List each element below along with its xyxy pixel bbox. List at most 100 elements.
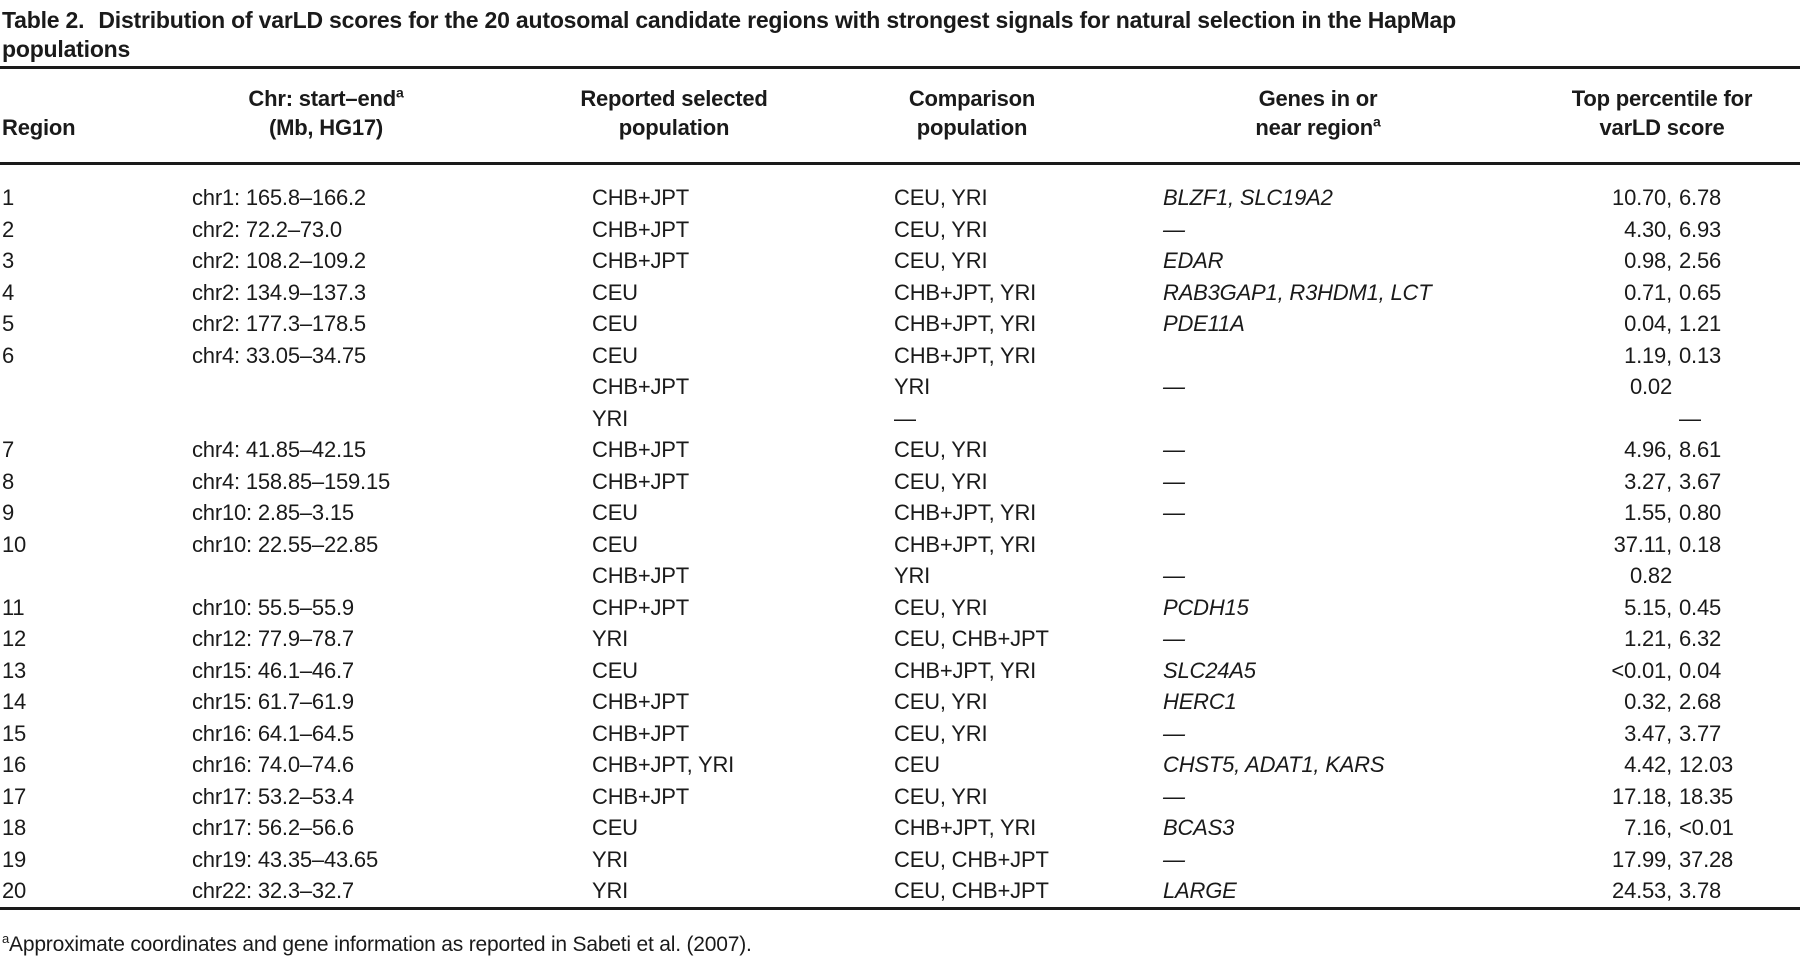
score-second: 2.56 <box>1679 248 1722 273</box>
cell-selected-population: CHP+JPT <box>592 594 690 620</box>
score-first: 1.21, <box>1624 626 1672 651</box>
cell-selected-population: CEU <box>592 342 638 368</box>
table-row: 8 chr4: 158.85–159.15 CHB+JPT CEU, YRI —… <box>0 466 1800 498</box>
score-first: 0.04, <box>1624 311 1672 336</box>
column-header-chr: Chr: start–enda (Mb, HG17) <box>248 84 404 140</box>
table-title: Table 2. Distribution of varLD scores for… <box>0 0 1800 64</box>
cell-region: 19 <box>2 846 27 872</box>
score-first: 10.70, <box>1612 185 1672 210</box>
cell-chr-range: chr10: 2.85–3.15 <box>192 500 354 525</box>
cell-selected-population: YRI <box>592 405 629 431</box>
score-second: 0.80 <box>1679 500 1722 525</box>
cell-genes: LARGE <box>1163 878 1237 903</box>
column-header-comparison-population: Comparison population <box>908 86 1036 140</box>
cell-genes: — <box>1163 437 1185 462</box>
cell-genes: — <box>1163 374 1185 399</box>
cell-selected-population: CHB+JPT <box>592 468 690 494</box>
cell-score: 0.04, 1.21 <box>1580 308 1800 340</box>
title-text: Distribution of varLD scores for the 20 … <box>98 7 1456 33</box>
score-first: 4.96, <box>1624 437 1672 462</box>
cell-score: 10.70, 6.78 <box>1580 182 1800 214</box>
cell-comparison-population: CHB+JPT, YRI <box>894 531 1037 557</box>
cell-region: 5 <box>2 311 15 336</box>
cell-chr-range: chr12: 77.9–78.7 <box>192 626 354 651</box>
cell-score: 0.02 <box>1580 371 1800 403</box>
cell-chr-range: chr2: 72.2–73.0 <box>192 216 342 242</box>
footnote-marker: a <box>2 930 10 946</box>
title-line-2: populations <box>2 36 131 62</box>
cell-chr-range: chr1: 165.8–166.2 <box>192 185 366 210</box>
cell-genes: — <box>1163 626 1185 651</box>
cell-genes: — <box>1163 783 1185 809</box>
table-row: 9 chr10: 2.85–3.15 CEU CHB+JPT, YRI — 1.… <box>0 497 1800 529</box>
cell-chr-range: chr4: 158.85–159.15 <box>192 468 391 494</box>
cell-comparison-population: CEU <box>894 752 940 777</box>
cell-region: 2 <box>2 216 15 242</box>
cell-comparison-population: CEU, CHB+JPT <box>894 878 1049 903</box>
cell-genes: RAB3GAP1, R3HDM1, LCT <box>1163 279 1432 305</box>
title-line-1: Table 2. Distribution of varLD scores for… <box>2 6 1800 35</box>
cell-region: 6 <box>2 342 15 368</box>
cell-comparison-population: CEU, YRI <box>894 468 988 494</box>
table-row: 11 chr10: 55.5–55.9 CHP+JPT CEU, YRI PCD… <box>0 592 1800 624</box>
cell-region: 1 <box>2 185 15 210</box>
cell-genes: BCAS3 <box>1163 815 1235 840</box>
score-second: 0.18 <box>1679 531 1722 557</box>
table-header-row: Region Chr: start–enda (Mb, HG17) Report… <box>0 69 1800 162</box>
cell-score: 1.55, 0.80 <box>1580 497 1800 529</box>
cell-score: 3.47, 3.77 <box>1580 718 1800 750</box>
cell-selected-population: CEU <box>592 279 638 305</box>
column-header-selected-population: Reported selected population <box>580 86 768 140</box>
table-number: Table 2. <box>2 7 85 33</box>
score-second: 6.32 <box>1679 626 1722 651</box>
score-second: 6.93 <box>1679 216 1722 242</box>
cell-chr-range: chr19: 43.35–43.65 <box>192 846 378 872</box>
score-second: 8.61 <box>1679 437 1722 462</box>
score-second: 12.03 <box>1679 752 1734 777</box>
table-row: 13 chr15: 46.1–46.7 CEU CHB+JPT, YRI SLC… <box>0 655 1800 687</box>
score-second: 3.77 <box>1679 720 1722 746</box>
cell-region <box>0 560 192 592</box>
cell-selected-population: CHB+JPT <box>592 563 690 588</box>
score-first: 4.42, <box>1624 752 1672 777</box>
cell-comparison-population: CHB+JPT, YRI <box>894 657 1037 683</box>
cell-score: 0.82 <box>1580 560 1800 592</box>
footnote-text: Approximate coordinates and gene informa… <box>9 932 752 956</box>
score-second: 1.21 <box>1679 311 1722 336</box>
cell-selected-population: CHB+JPT <box>592 689 690 714</box>
cell-comparison-population: CEU, YRI <box>894 248 988 273</box>
table-row: 7 chr4: 41.85–42.15 CHB+JPT CEU, YRI — 4… <box>0 434 1800 466</box>
score-second: 18.35 <box>1679 783 1734 809</box>
cell-chr-range: chr2: 177.3–178.5 <box>192 311 366 336</box>
cell-genes: HERC1 <box>1163 689 1237 714</box>
score-first: 1.19, <box>1624 342 1672 368</box>
cell-chr-range: chr15: 61.7–61.9 <box>192 689 354 714</box>
cell-genes: PCDH15 <box>1163 594 1249 620</box>
table-row: CHB+JPT YRI — 0.02 <box>0 371 1800 403</box>
table-row: 17 chr17: 53.2–53.4 CHB+JPT CEU, YRI — 1… <box>0 781 1800 813</box>
table-row: 14 chr15: 61.7–61.9 CHB+JPT CEU, YRI HER… <box>0 686 1800 718</box>
cell-genes: — <box>1163 500 1185 525</box>
cell-selected-population: CHB+JPT <box>592 374 690 399</box>
score-first: 1.55, <box>1624 500 1672 525</box>
score-first: 0.82 <box>1629 563 1672 588</box>
score-second: — <box>1679 405 1701 431</box>
cell-score: 17.18, 18.35 <box>1580 781 1800 813</box>
table-row: 5 chr2: 177.3–178.5 CEU CHB+JPT, YRI PDE… <box>0 308 1800 340</box>
cell-score: 0.32, 2.68 <box>1580 686 1800 718</box>
table-row: 10 chr10: 22.55–22.85 CEU CHB+JPT, YRI 3… <box>0 529 1800 561</box>
score-second: 37.28 <box>1679 846 1734 872</box>
table-row: 12 chr12: 77.9–78.7 YRI CEU, CHB+JPT — 1… <box>0 623 1800 655</box>
score-first: 17.99, <box>1612 846 1672 872</box>
cell-comparison-population: YRI <box>894 563 931 588</box>
cell-genes: SLC24A5 <box>1163 657 1256 683</box>
score-first: 0.98, <box>1624 248 1672 273</box>
cell-chr-range <box>192 371 460 403</box>
cell-score: 4.96, 8.61 <box>1580 434 1800 466</box>
cell-score: 17.99, 37.28 <box>1580 844 1800 876</box>
cell-comparison-population: CHB+JPT, YRI <box>894 279 1037 305</box>
cell-genes: — <box>1163 468 1185 494</box>
cell-comparison-population: CEU, YRI <box>894 689 988 714</box>
cell-selected-population: CHB+JPT <box>592 248 690 273</box>
score-first: 0.32, <box>1624 689 1672 714</box>
